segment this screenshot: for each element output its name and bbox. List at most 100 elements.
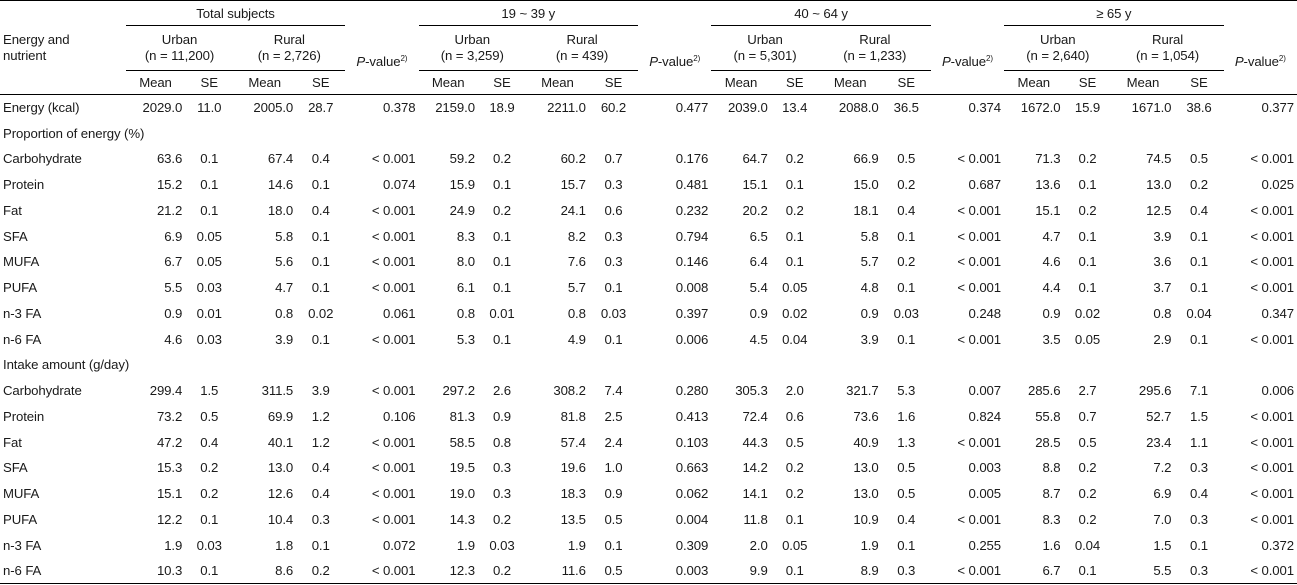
se-cell: 0.3 <box>311 511 330 527</box>
se-cell: 0.2 <box>897 177 916 193</box>
mean-cell: 4.5 <box>749 331 768 347</box>
se-cell: 0.1 <box>492 177 511 193</box>
row-label: n-3 FA <box>3 305 42 321</box>
table-row: Protein 15.2 0.1 14.6 0.1 0.074 15.9 0.1 15.7 0.3… <box>0 172 1297 198</box>
pvalue-cell: 0.374 <box>968 100 1002 116</box>
se-cell: 0.2 <box>492 511 511 527</box>
mean-header: Mean <box>431 75 465 90</box>
se-cell: 0.05 <box>1074 331 1101 347</box>
se-cell: 0.2 <box>785 486 804 502</box>
se-cell: 0.2 <box>785 460 804 476</box>
mean-cell: 9.9 <box>749 563 768 579</box>
row-label: MUFA <box>3 254 40 270</box>
se-cell: 0.2 <box>1189 177 1209 193</box>
se-cell: 0.1 <box>897 331 916 347</box>
pvalue-label: -value <box>1243 53 1279 69</box>
table-row: PUFA 5.5 0.03 4.7 0.1 < 0.001 6.1 0.1 5.7 0.1 0.00… <box>0 275 1297 301</box>
mean-cell: 1.8 <box>275 537 294 553</box>
pvalue-cell: 0.006 <box>1261 383 1294 399</box>
pvalue-cell: 0.824 <box>968 408 1002 424</box>
row-label: SFA <box>3 460 28 476</box>
se-header: SE <box>897 75 916 90</box>
pvalue-cell: 0.309 <box>675 537 709 553</box>
se-cell: 0.3 <box>897 563 916 579</box>
pvalue-cell: 0.103 <box>675 434 709 450</box>
se-cell: 0.1 <box>492 280 511 296</box>
mean-cell: 14.2 <box>742 460 768 476</box>
se-cell: 0.5 <box>785 434 804 450</box>
se-cell: 13.4 <box>782 100 808 116</box>
se-header: SE <box>1078 75 1097 90</box>
mean-cell: 4.6 <box>1042 254 1061 270</box>
table-row: SFA 15.3 0.2 13.0 0.4 < 0.001 19.5 0.3 19.6 1.0 0.… <box>0 455 1297 481</box>
subgroup-n: (n = 11,200) <box>144 48 215 63</box>
mean-cell: 1.9 <box>860 537 879 553</box>
subgroup-n: (n = 1,054) <box>1136 48 1200 63</box>
row-label: Carbohydrate <box>3 151 82 167</box>
se-cell: 0.2 <box>492 202 511 218</box>
mean-cell: 13.0 <box>853 486 879 502</box>
se-cell: 0.05 <box>782 537 808 553</box>
se-cell: 0.7 <box>1078 408 1097 424</box>
row-label: Carbohydrate <box>3 383 82 399</box>
table-body: Energy (kcal) 2029.0 11.0 2005.0 28.7 0.378 21… <box>0 95 1297 584</box>
se-cell: 0.2 <box>311 563 330 579</box>
mean-cell: 5.7 <box>860 254 879 270</box>
mean-cell: 6.1 <box>456 280 475 296</box>
se-cell: 2.4 <box>604 434 623 450</box>
mean-header: Mean <box>139 75 172 90</box>
se-cell: 0.4 <box>1189 486 1209 502</box>
subgroup-header: Rural (n = 1,233) <box>818 25 931 71</box>
pvalue-cell: 0.232 <box>675 202 709 218</box>
mean-cell: 3.7 <box>1153 280 1172 296</box>
se-cell: 0.03 <box>893 305 919 321</box>
se-cell: 0.4 <box>311 151 330 167</box>
mean-cell: 305.3 <box>735 383 768 399</box>
se-cell: 0.1 <box>492 228 511 244</box>
se-cell: 0.1 <box>785 511 804 527</box>
mean-cell: 6.5 <box>749 228 768 244</box>
subgroup-n: (n = 2,726) <box>257 48 321 63</box>
se-cell: 36.5 <box>893 100 919 116</box>
pvalue-footnote: 2) <box>1278 53 1286 63</box>
mean-cell: 24.1 <box>560 202 586 218</box>
se-cell: 38.6 <box>1186 100 1212 116</box>
se-cell: 0.1 <box>311 331 330 347</box>
mean-cell: 2211.0 <box>547 100 586 116</box>
se-cell: 0.1 <box>200 563 219 579</box>
mean-cell: 73.2 <box>156 408 183 424</box>
se-cell: 0.02 <box>1074 305 1101 321</box>
pvalue-cell: < 0.001 <box>957 511 1002 527</box>
mean-cell: 2.9 <box>1153 331 1172 347</box>
pvalue-cell: 0.280 <box>675 383 709 399</box>
mean-cell: 13.6 <box>1035 177 1061 193</box>
se-cell: 0.1 <box>311 254 330 270</box>
row-label: PUFA <box>3 511 38 527</box>
table-row: n-3 FA 1.9 0.03 1.8 0.1 0.072 1.9 0.03 1.9 0.1 0.3… <box>0 532 1297 558</box>
se-cell: 0.6 <box>604 202 623 218</box>
se-cell: 1.6 <box>897 408 916 424</box>
se-cell: 15.9 <box>1074 100 1101 116</box>
mean-cell: 15.9 <box>449 177 475 193</box>
se-cell: 1.0 <box>604 460 623 476</box>
mean-cell: 5.3 <box>456 331 475 347</box>
pvalue-cell: < 0.001 <box>957 434 1002 450</box>
subgroup-header: Urban (n = 2,640) <box>1004 25 1112 71</box>
se-cell: 7.4 <box>604 383 623 399</box>
mean-cell: 10.9 <box>853 511 879 527</box>
section-label: Intake amount (g/day) <box>3 357 130 373</box>
mean-cell: 13.0 <box>267 460 294 476</box>
se-cell: 0.1 <box>1078 254 1097 270</box>
pvalue-label: -value <box>365 53 401 69</box>
mean-cell: 1.9 <box>164 537 183 553</box>
pvalue-cell: < 0.001 <box>1250 254 1294 270</box>
se-cell: 0.2 <box>1078 511 1097 527</box>
se-cell: 0.1 <box>604 280 623 296</box>
se-cell: 0.4 <box>200 434 219 450</box>
mean-cell: 5.8 <box>860 228 879 244</box>
se-cell: 0.1 <box>1078 563 1097 579</box>
pvalue-cell: < 0.001 <box>371 383 416 399</box>
mean-cell: 0.9 <box>1042 305 1061 321</box>
se-cell: 0.2 <box>1078 151 1097 167</box>
pvalue-cell: < 0.001 <box>957 202 1002 218</box>
